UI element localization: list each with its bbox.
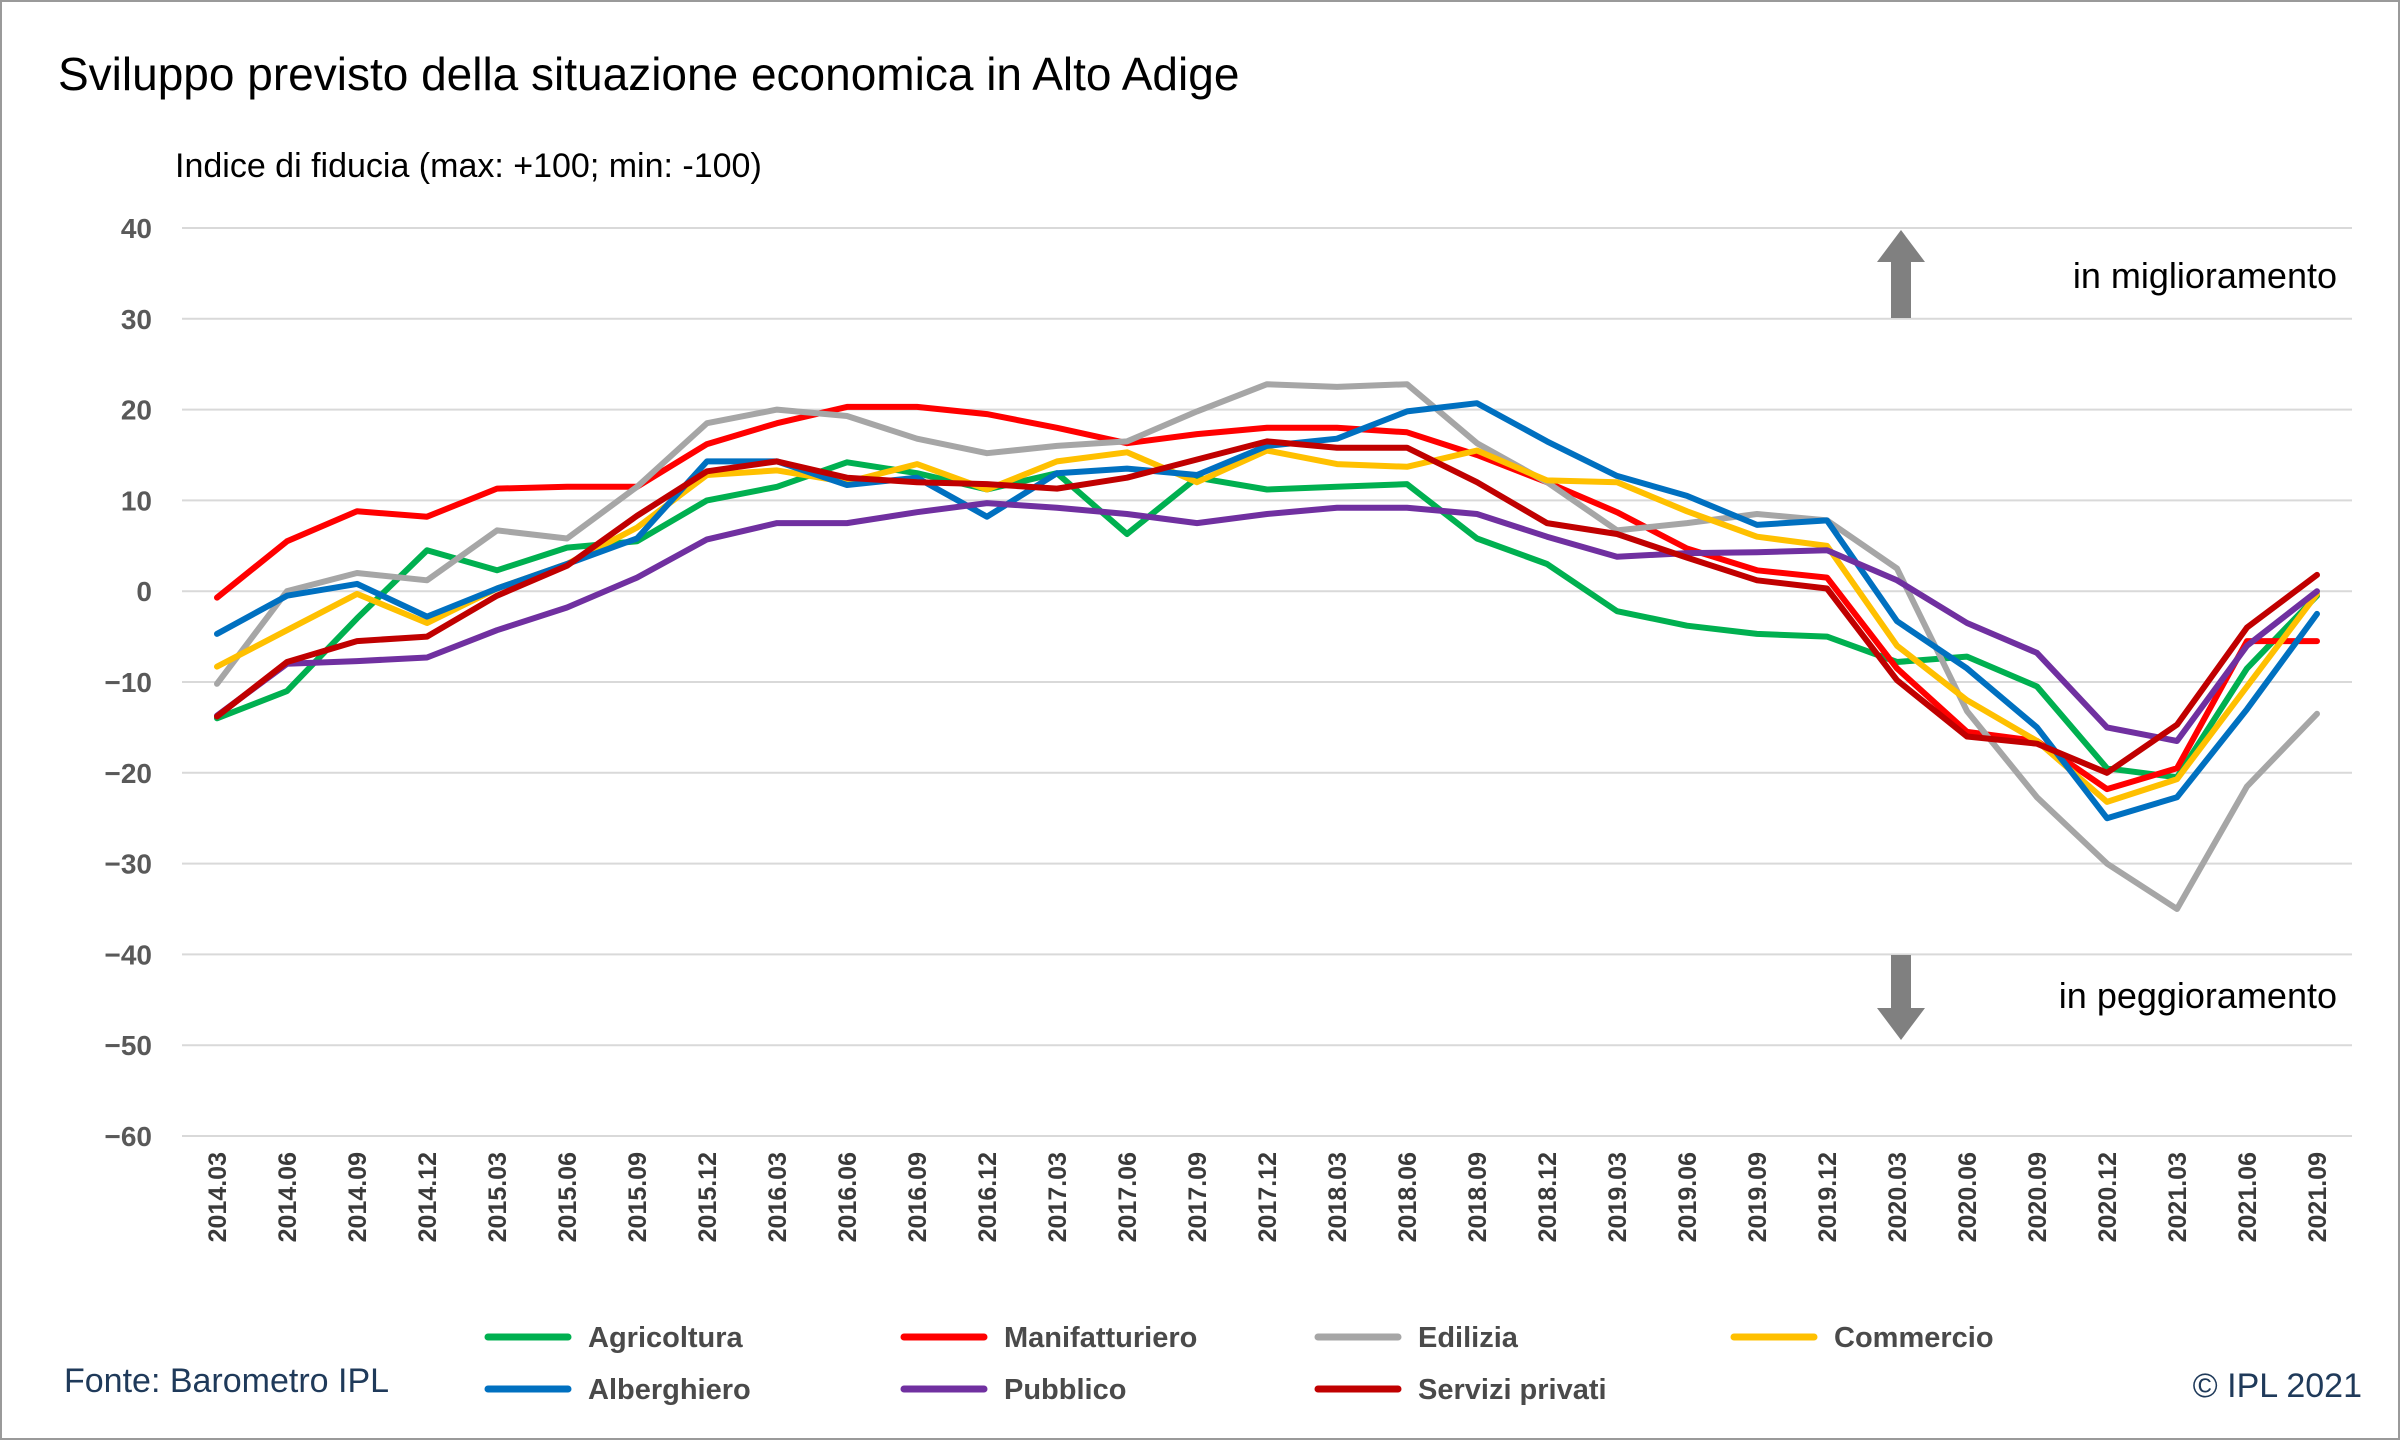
legend-label: Agricoltura [588,1322,744,1354]
x-tick-label: 2017.09 [1184,1152,1212,1242]
x-tick-label: 2018.03 [1324,1152,1352,1242]
annotation-worsening: in peggioramento [2059,975,2337,1016]
x-tick-label: 2015.06 [554,1152,582,1242]
x-tick-label: 2020.06 [1954,1152,1982,1242]
y-tick-label: 10 [121,485,152,516]
chart-subtitle: Indice di fiducia (max: +100; min: -100) [175,147,762,185]
source-note: Fonte: Barometro IPL [64,1362,389,1400]
legend-label: Manifatturiero [1004,1322,1197,1354]
x-tick-label: 2021.09 [2304,1152,2332,1242]
y-tick-label: −50 [105,1030,153,1061]
down-arrow-icon [1877,955,1925,1040]
y-tick-label: −40 [105,939,153,970]
x-tick-label: 2014.03 [204,1152,232,1242]
x-tick-label: 2020.12 [2094,1152,2122,1242]
x-tick-label: 2020.03 [1884,1152,1912,1242]
series-lines [214,381,2320,912]
x-tick-label: 2021.06 [2234,1152,2262,1242]
x-tick-label: 2020.09 [2024,1152,2052,1242]
x-tick-label: 2019.06 [1674,1152,1702,1242]
x-tick-label: 2014.12 [414,1152,442,1242]
annotation-improving: in miglioramento [2073,255,2337,296]
x-axis: 2014.03 2014.06 2014.09 2014.12 2015.03 2015.… [204,1152,2332,1242]
x-tick-label: 2017.03 [1044,1152,1072,1242]
series-line-agricoltura [214,459,2320,781]
legend-label: Edilizia [1418,1322,1519,1354]
x-tick-label: 2015.03 [484,1152,512,1242]
x-tick-label: 2019.03 [1604,1152,1632,1242]
y-tick-label: −20 [105,758,153,789]
x-tick-label: 2015.12 [694,1152,722,1242]
copyright-note: © IPL 2021 [2193,1367,2362,1405]
x-tick-label: 2019.09 [1744,1152,1772,1242]
x-tick-label: 2014.09 [344,1152,372,1242]
x-tick-label: 2015.09 [624,1152,652,1242]
series-line-commercio [214,447,2320,805]
series-line-pubblico [214,500,2320,744]
legend-label: Pubblico [1004,1374,1126,1406]
x-tick-label: 2018.09 [1464,1152,1492,1242]
legend: Agricoltura Manifatturiero Edilizia Commerc… [484,1322,1994,1406]
y-tick-label: 30 [121,304,152,335]
x-tick-label: 2016.09 [904,1152,932,1242]
chart-title: Sviluppo previsto della situazione econo… [58,48,1239,100]
x-tick-label: 2017.06 [1114,1152,1142,1242]
series-line-manifatturiero [214,403,2320,793]
x-tick-label: 2014.06 [274,1152,302,1242]
gridlines [182,227,2352,1137]
y-axis: 40 30 20 10 0 −10 −20 −30 −40 −50 −60 [105,213,153,1152]
series-line-edilizia [214,381,2320,912]
legend-label: Alberghiero [588,1374,751,1406]
y-tick-label: −30 [105,849,153,880]
x-tick-label: 2016.12 [974,1152,1002,1242]
y-tick-label: 0 [136,576,152,607]
x-tick-label: 2018.06 [1394,1152,1422,1242]
x-tick-label: 2021.03 [2164,1152,2192,1242]
x-tick-label: 2016.03 [764,1152,792,1242]
y-tick-label: 20 [121,395,152,426]
legend-label: Servizi privati [1418,1374,1607,1406]
y-tick-label: −60 [105,1121,153,1152]
series-line-servizi-privati [214,438,2320,776]
y-tick-label: 40 [121,213,152,244]
x-tick-label: 2018.12 [1534,1152,1562,1242]
x-tick-label: 2017.12 [1254,1152,1282,1242]
x-tick-label: 2016.06 [834,1152,862,1242]
x-tick-label: 2019.12 [1814,1152,1842,1242]
y-tick-label: −10 [105,667,153,698]
up-arrow-icon [1877,230,1925,318]
legend-label: Commercio [1834,1322,1994,1354]
